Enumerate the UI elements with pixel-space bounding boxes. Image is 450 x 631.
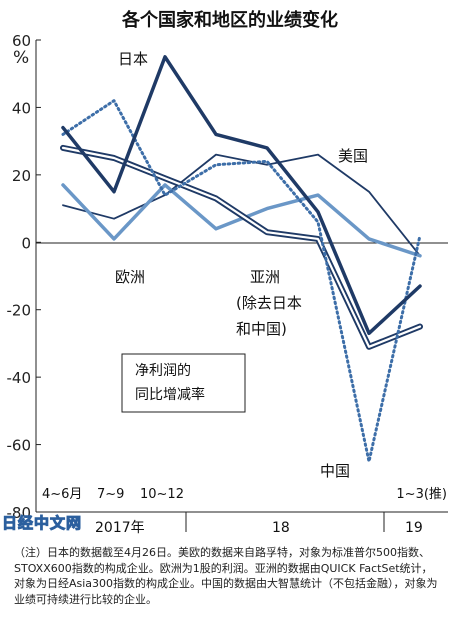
label-europe: 欧洲 [115,268,145,286]
y-axis-ticks: 40 20 0 -20 -40 -60 -80 60 [7,32,41,522]
year-label-2019: 19 [405,520,423,536]
series-1-line [62,153,421,257]
x-axis-labels: 4~6月 7~9 10~12 1~3(推) [42,487,447,502]
label-japan: 日本 [118,50,148,68]
x-tick-label: 7~9 [97,487,124,502]
legend-box-line2: 同比增减率 [135,386,205,403]
y-tick-label: -20 [7,302,32,320]
y-tick-label: -80 [7,504,32,522]
x-tick-label: 1~3(推) [396,487,447,502]
year-label-2018: 18 [272,520,290,536]
legend-box [121,353,246,413]
label-us: 美国 [338,147,368,165]
footnote: （注）日本的数据截至4月26日。美欧的数据来自路孚特，对象为标准普尔500指数、… [14,546,438,606]
series-3-line-outer [60,144,423,350]
series-3-line-inner [61,146,422,348]
legend-box-line1: 净利润的 [135,363,191,379]
y-tick-label: 0 [21,234,31,252]
series-2-line [61,183,422,258]
label-china: 中国 [320,462,350,480]
y-tick-label: -40 [7,369,32,387]
series-layer [60,55,423,463]
label-asia-3: 和中国) [236,320,287,338]
y-tick-label: 20 [12,167,31,185]
y-tick-label: 40 [12,99,31,117]
x-tick-label: 10~12 [140,487,184,502]
y-tick-label: -60 [7,437,32,455]
x-tick-label: 4~6月 [42,487,82,502]
y-axis-unit: % [13,48,29,68]
label-asia-2: (除去日本 [236,294,302,312]
label-asia-1: 亚洲 [250,268,280,286]
watermark-logo: 日经中文网 [1,514,83,533]
y-tick-label: 60 [12,32,31,50]
year-label-2017: 2017年 [95,520,145,536]
chart-title: 各个国家和地区的业绩变化 [121,9,338,31]
series-0-line [61,55,422,336]
series-4-line [61,99,422,463]
